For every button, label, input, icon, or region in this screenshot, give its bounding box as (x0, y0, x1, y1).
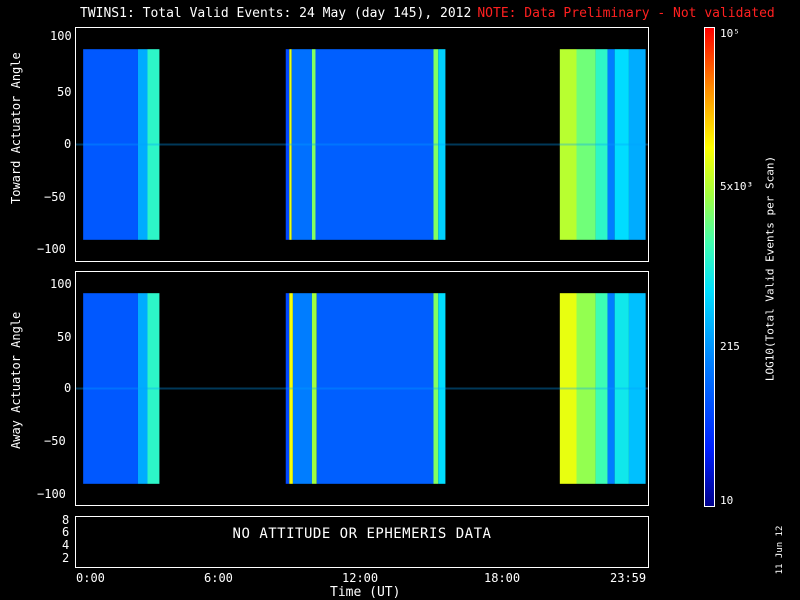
heatmap-stripe (595, 293, 608, 484)
heatmap-stripe (147, 293, 160, 484)
xtick: 23:59 (610, 571, 647, 585)
away-heatmap (76, 293, 648, 484)
colorbar-tick: 215 (720, 340, 740, 353)
toward-ytick: 100 (50, 29, 72, 43)
heatmap-stripe (559, 293, 577, 484)
heatmap-stripe (83, 49, 138, 240)
heatmap-stripe (316, 293, 434, 484)
no-data-message: NO ATTITUDE OR EPHEMERIS DATA (232, 526, 492, 542)
attitude-ytick: 2 (62, 551, 70, 565)
toward-ytick: −100 (37, 242, 66, 256)
heatmap-stripe (285, 293, 290, 484)
date-stamp: 11 Jun 12 (775, 525, 785, 575)
toward-ytick: 0 (64, 137, 72, 151)
heatmap-stripe (576, 293, 596, 484)
toward-ytick: 50 (57, 85, 72, 99)
heatmap-stripe (311, 49, 316, 240)
toward-ytick: −50 (44, 190, 66, 204)
heatmap-stripe (559, 49, 577, 240)
colorbar (704, 27, 715, 507)
heatmap-stripe (311, 293, 317, 484)
colorbar-tick: 10 (720, 494, 734, 507)
heatmap-stripe (438, 293, 446, 484)
heatmap-stripe (285, 49, 290, 240)
away-panel (75, 271, 649, 506)
toward-ylabel: Toward Actuator Angle (9, 52, 23, 204)
heatmap-stripe (614, 293, 629, 484)
heatmap-stripe (595, 49, 608, 240)
heatmap-stripe (137, 293, 148, 484)
heatmap-stripe (292, 293, 312, 484)
heatmap-stripe (137, 49, 148, 240)
away-ytick: 100 (50, 277, 72, 291)
attitude-ytick: 6 (62, 525, 70, 539)
xtick: 18:00 (484, 571, 521, 585)
heatmap-stripe (607, 49, 615, 240)
away-ytick: 0 (64, 381, 72, 395)
title-main: TWINS1: Total Valid Events: 24 May (day … (80, 6, 472, 21)
heatmap-stripe (438, 49, 446, 240)
heatmap-stripe (433, 293, 439, 484)
away-ylabel: Away Actuator Angle (9, 311, 23, 449)
heatmap-stripe (291, 49, 312, 240)
x-axis-title: Time (UT) (330, 585, 401, 600)
heatmap-stripe (289, 49, 292, 240)
xtick: 12:00 (342, 571, 379, 585)
away-ytick: −50 (44, 434, 66, 448)
toward-panel (75, 27, 649, 262)
xtick: 0:00 (76, 571, 105, 585)
attitude-ytick: 4 (62, 538, 70, 552)
attitude-panel (75, 516, 649, 568)
colorbar-tick: 5x10³ (720, 180, 754, 193)
heatmap-stripe (576, 49, 596, 240)
away-ytick: 50 (57, 330, 72, 344)
toward-heatmap (76, 49, 648, 240)
xtick: 6:00 (204, 571, 233, 585)
attitude-ytick: 8 (62, 513, 70, 527)
heatmap-stripe (614, 49, 629, 240)
heatmap-stripe (83, 293, 138, 484)
chart-title: TWINS1: Total Valid Events: 24 May (day … (80, 6, 775, 21)
heatmap-stripe (628, 49, 646, 240)
colorbar-label: LOG10(Total Valid Events per Scan) (763, 155, 777, 382)
heatmap-stripe (315, 49, 434, 240)
away-ytick: −100 (37, 487, 66, 501)
title-note: NOTE: Data Preliminary - Not validated (477, 6, 775, 21)
heatmap-stripe (628, 293, 646, 484)
heatmap-stripe (147, 49, 160, 240)
heatmap-stripe (289, 293, 293, 484)
heatmap-stripe (607, 293, 615, 484)
colorbar-tick: 10⁵ (720, 27, 740, 40)
heatmap-stripe (433, 49, 439, 240)
